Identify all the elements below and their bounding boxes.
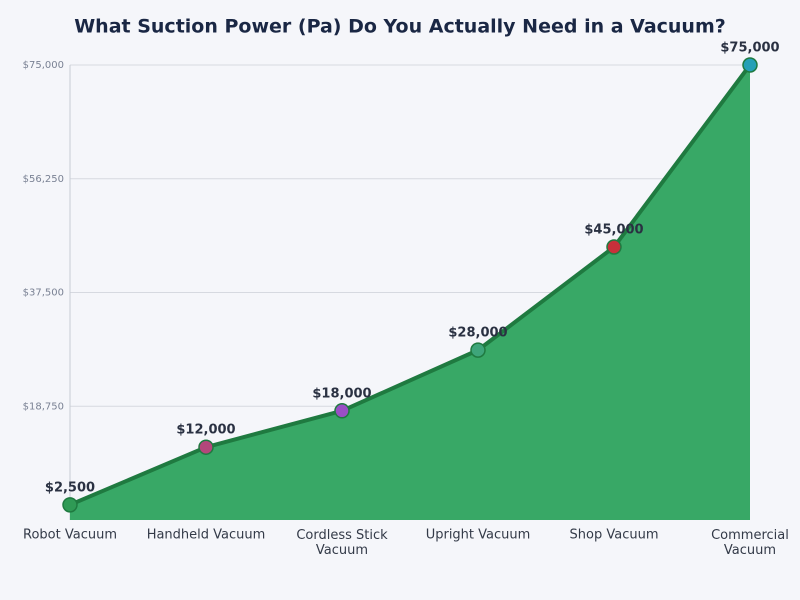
y-tick-label: $18,750 bbox=[23, 401, 64, 412]
line bbox=[69, 63, 752, 507]
y-tick-label: $37,500 bbox=[23, 288, 64, 299]
point bbox=[334, 403, 350, 419]
value-label: $28,000 bbox=[448, 326, 507, 341]
area bbox=[70, 65, 750, 520]
point bbox=[606, 239, 622, 255]
x-tick-label: Commercial Vacuum bbox=[711, 528, 789, 558]
point bbox=[470, 342, 486, 358]
value-label: $12,000 bbox=[176, 423, 235, 438]
point bbox=[198, 439, 214, 455]
x-tick-label: Shop Vacuum bbox=[570, 528, 659, 543]
x-tick-label: Cordless Stick Vacuum bbox=[296, 528, 388, 558]
point bbox=[742, 57, 758, 73]
x-tick-label: Robot Vacuum bbox=[23, 528, 117, 543]
value-label: $18,000 bbox=[312, 386, 371, 401]
value-label: $45,000 bbox=[584, 223, 643, 238]
x-tick-label: Upright Vacuum bbox=[426, 528, 531, 543]
point bbox=[62, 497, 78, 513]
y-tick-label: $75,000 bbox=[23, 60, 64, 71]
chart-title: What Suction Power (Pa) Do You Actually … bbox=[74, 16, 726, 38]
value-label: $75,000 bbox=[720, 41, 779, 56]
x-tick-label: Handheld Vacuum bbox=[147, 528, 266, 543]
value-label: $2,500 bbox=[45, 480, 95, 495]
y-tick-label: $56,250 bbox=[23, 174, 64, 185]
